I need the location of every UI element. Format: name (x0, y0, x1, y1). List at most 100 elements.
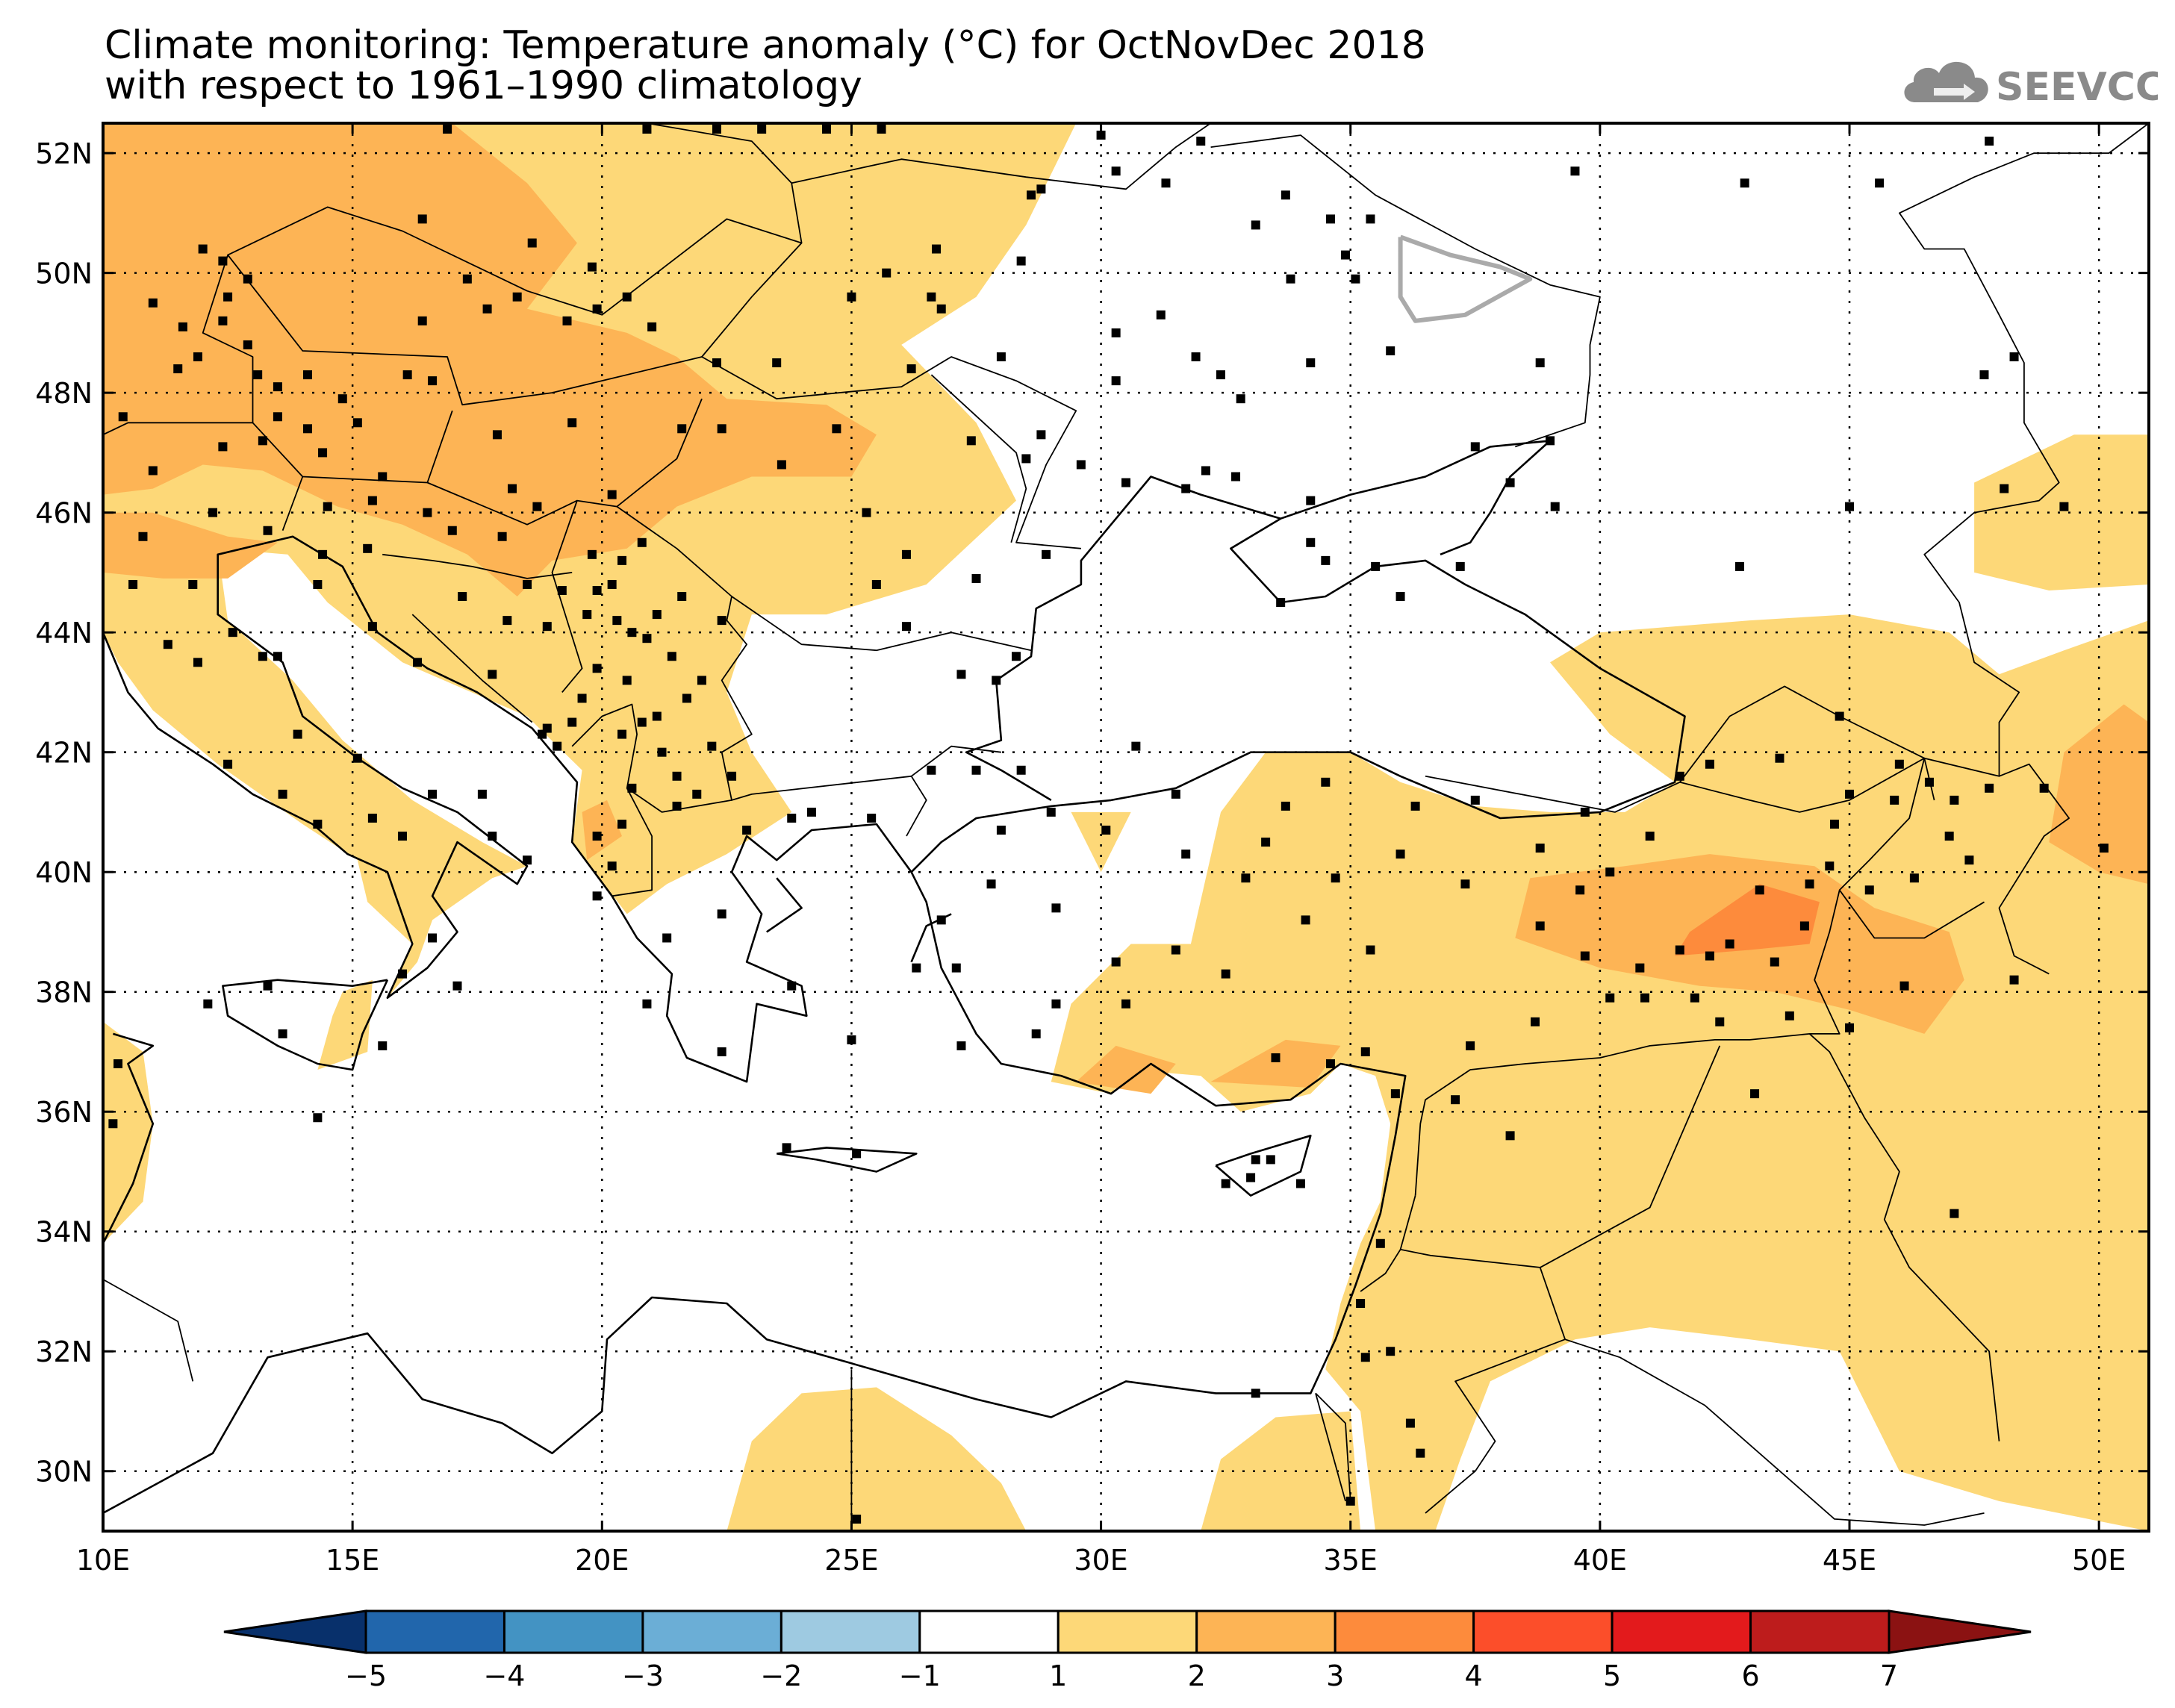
station-marker (363, 543, 373, 553)
station-marker (223, 759, 233, 769)
station-marker (677, 592, 687, 602)
station-marker (1531, 1017, 1540, 1026)
station-marker (1899, 981, 1909, 991)
station-marker (1191, 352, 1201, 361)
station-marker (488, 832, 497, 841)
station-marker (772, 358, 782, 368)
station-marker (1750, 1089, 1760, 1099)
border-12 (571, 703, 653, 897)
station-marker (1251, 1388, 1260, 1398)
station-marker (2099, 844, 2109, 853)
station-marker (927, 765, 936, 775)
colorbar-segment-2 (502, 1609, 644, 1654)
colorbar-segment-5 (918, 1609, 1060, 1654)
station-marker (1031, 1029, 1041, 1038)
station-marker (1051, 999, 1061, 1009)
station-marker (193, 352, 202, 361)
station-marker (1979, 370, 1989, 380)
station-marker (293, 729, 302, 739)
station-marker (378, 1041, 388, 1050)
station-marker (1027, 190, 1036, 200)
station-marker (677, 424, 687, 434)
coastlines (103, 440, 1686, 1515)
cloud-icon (1904, 61, 1988, 102)
anomaly-region-1-2-5 (1974, 434, 2149, 590)
anomaly-region-1-2-7 (1201, 1411, 1361, 1531)
station-marker (193, 658, 202, 667)
station-marker (1331, 873, 1340, 883)
anomaly-region-2-3-13 (1210, 1039, 1341, 1088)
station-marker (1405, 1418, 1415, 1428)
station-marker (1735, 561, 1744, 571)
station-marker (852, 1514, 862, 1524)
station-marker (1266, 1155, 1275, 1165)
station-marker (717, 424, 726, 434)
station-marker (1111, 166, 1121, 176)
seevccc-logo: SEEVCCC (1900, 46, 2175, 113)
station-marker (1271, 1053, 1281, 1062)
station-marker (1964, 855, 1974, 865)
colorbar-label: 3 (1326, 1659, 1344, 1692)
station-marker (417, 214, 427, 224)
station-marker (1755, 885, 1764, 895)
station-marker (1016, 765, 1026, 775)
station-marker (2009, 975, 2019, 985)
station-marker (607, 490, 617, 499)
station-marker (1785, 1011, 1794, 1020)
station-marker (1042, 549, 1051, 559)
station-marker (592, 891, 602, 901)
lat-tick-label-34: 34N (35, 1216, 93, 1249)
station-marker (1286, 274, 1295, 284)
colorbar-segment-10 (1611, 1609, 1752, 1654)
station-marker (488, 670, 497, 679)
longitude-axis: 10E 15E 20E 25E 30E 35E 40E 45E 50E (76, 123, 2126, 1577)
station-marker (303, 370, 312, 380)
station-marker (992, 676, 1001, 685)
station-marker (273, 382, 282, 392)
station-marker (188, 579, 198, 589)
station-marker (1845, 1023, 1855, 1032)
station-marker (847, 292, 856, 302)
station-marker (1111, 328, 1121, 337)
border-14 (791, 123, 1212, 190)
station-marker (587, 549, 597, 559)
station-marker (163, 640, 172, 649)
station-marker (1550, 502, 1560, 511)
station-marker (1096, 131, 1106, 140)
station-marker (1326, 1059, 1335, 1069)
colorbar-label: −4 (483, 1659, 525, 1692)
station-marker (1076, 460, 1086, 470)
station-marker (692, 789, 702, 799)
lat-tick-label-30: 30N (35, 1456, 93, 1489)
border-21 (1898, 123, 2149, 776)
anomaly-region-1-2-4 (1051, 614, 2149, 1531)
station-marker (1301, 915, 1310, 925)
station-marker (1281, 801, 1290, 811)
station-marker (966, 436, 976, 446)
colorbar-label: 1 (1049, 1659, 1067, 1692)
station-marker (867, 813, 877, 823)
station-marker (318, 448, 328, 458)
station-marker (936, 304, 946, 314)
station-marker (527, 238, 537, 248)
station-marker (1675, 945, 1684, 955)
colorbar: −5 −4 −3 −2 −1 1 2 3 4 5 6 7 (223, 1609, 2032, 1692)
latitude-axis: 30N 32N 34N 36N 38N 40N 42N 44N 46N 48N 50N 52N (35, 137, 2149, 1489)
station-marker (523, 855, 532, 865)
coastline-0 (103, 1032, 155, 1244)
station-marker (1580, 807, 1590, 817)
coastline-2 (965, 476, 1281, 802)
station-marker (1111, 957, 1121, 967)
station-marker (1366, 945, 1375, 955)
station-marker (253, 370, 263, 380)
station-marker (642, 125, 652, 134)
station-marker (927, 292, 936, 302)
station-marker (882, 268, 892, 278)
station-marker (1171, 945, 1180, 955)
station-marker (428, 376, 438, 386)
border-26 (1564, 1338, 1985, 1526)
station-marker (971, 573, 981, 583)
station-marker (1845, 789, 1855, 799)
border-24 (1425, 1267, 1566, 1514)
station-marker (1605, 867, 1615, 877)
